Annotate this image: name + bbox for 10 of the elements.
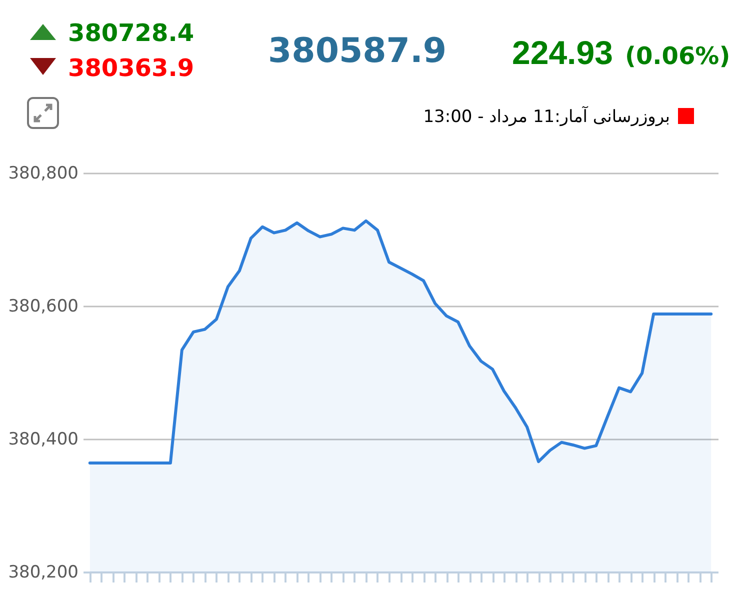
text: 380587.9 [268,31,447,71]
text: 224.93 [512,34,613,71]
y-tick-label: 380,400 [8,430,78,450]
text: بروزرسانی آمار:11 مرداد - 13:00 [423,107,670,127]
text: (0.06%) [625,42,730,70]
y-tick-label: 380,800 [8,164,78,184]
text: 380363.9 [68,54,194,82]
text: 380728.4 [68,19,194,47]
y-tick-label: 380,600 [8,296,78,316]
y-tick-label: 380,200 [8,562,78,582]
